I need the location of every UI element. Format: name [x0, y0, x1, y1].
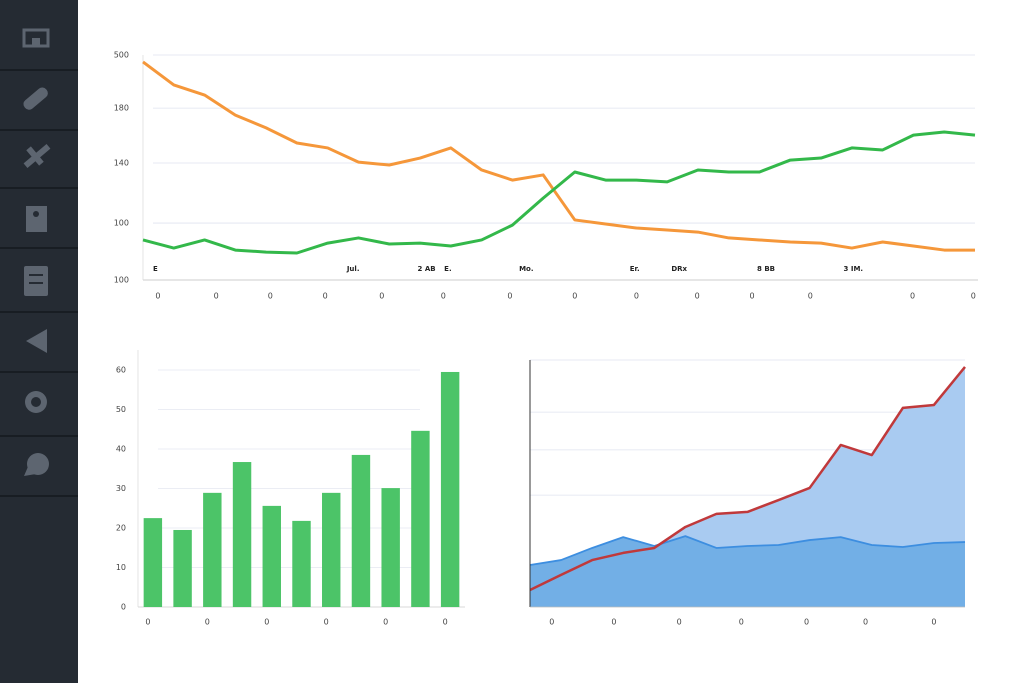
nav-tools[interactable]	[23, 144, 51, 168]
bar	[262, 505, 281, 607]
annotation: 8 BB	[757, 265, 775, 273]
nav-dashboard[interactable]	[22, 28, 50, 48]
nav-chat[interactable]	[24, 453, 49, 476]
x-tick-label: 0	[443, 618, 448, 627]
annotation: Jul.	[346, 265, 360, 273]
annotation: DRx	[671, 265, 687, 273]
x-tick-label: 0	[804, 618, 809, 627]
y-tick-label: 180	[114, 104, 129, 113]
bar	[292, 520, 311, 607]
bar	[381, 488, 400, 607]
x-tick-label: 0	[808, 292, 813, 301]
annotation: E	[153, 265, 158, 273]
x-tick-label: 0	[863, 618, 868, 627]
x-tick-label: 0	[549, 618, 554, 627]
y-tick-label: 500	[114, 51, 129, 60]
area-line	[529, 535, 966, 566]
x-tick-label: 0	[205, 618, 210, 627]
x-tick-label: 0	[155, 292, 160, 301]
nav-edit[interactable]	[21, 85, 50, 111]
x-tick-label: 0	[214, 292, 219, 301]
bar	[143, 518, 163, 607]
y-tick-label: 140	[114, 159, 129, 168]
x-tick-label: 0	[268, 292, 273, 301]
annotation: Mo.	[519, 265, 533, 273]
x-tick-label: 0	[379, 292, 384, 301]
annotation: Er.	[630, 265, 640, 273]
y-tick-label: 40	[116, 445, 126, 454]
x-tick-label: 0	[441, 292, 446, 301]
area	[530, 536, 965, 607]
nav-reports[interactable]	[24, 266, 48, 296]
bar	[232, 462, 252, 607]
annotation: E.	[444, 265, 451, 273]
x-tick-label: 0	[611, 618, 616, 627]
annotation: 3 IM.	[844, 265, 864, 273]
x-tick-label: 0	[634, 292, 639, 301]
line-series	[142, 60, 975, 252]
bar	[351, 454, 371, 607]
y-tick-label: 100	[114, 219, 129, 228]
y-tick-label: 100	[114, 276, 129, 285]
x-tick-label: 0	[264, 618, 269, 627]
bar	[173, 529, 192, 607]
y-tick-label: 50	[116, 405, 126, 414]
x-tick-label: 0	[971, 292, 976, 301]
x-tick-label: 0	[572, 292, 577, 301]
line-series	[142, 130, 976, 255]
x-tick-label: 0	[695, 292, 700, 301]
nav-back[interactable]	[26, 329, 47, 353]
area-line	[529, 366, 966, 592]
bar	[411, 430, 430, 607]
y-tick-label: 30	[116, 484, 126, 493]
x-tick-label: 0	[677, 618, 682, 627]
annotation: 2 AB	[418, 265, 436, 273]
x-tick-label: 0	[507, 292, 512, 301]
x-tick-label: 0	[739, 618, 744, 627]
bar	[322, 492, 341, 607]
x-tick-label: 0	[749, 292, 754, 301]
y-tick-label: 60	[116, 366, 126, 375]
y-tick-label: 0	[121, 603, 126, 612]
x-tick-label: 0	[910, 292, 915, 301]
x-tick-label: 0	[931, 618, 936, 627]
x-tick-label: 0	[145, 618, 150, 627]
sidebar	[0, 0, 78, 683]
bar	[203, 492, 222, 607]
x-tick-label: 0	[323, 292, 328, 301]
y-tick-label: 10	[116, 563, 126, 572]
nav-docs[interactable]	[26, 206, 47, 232]
bar	[440, 371, 460, 607]
nav-globe[interactable]	[25, 391, 47, 413]
x-tick-label: 0	[383, 618, 388, 627]
y-tick-label: 20	[116, 524, 126, 533]
x-tick-label: 0	[324, 618, 329, 627]
